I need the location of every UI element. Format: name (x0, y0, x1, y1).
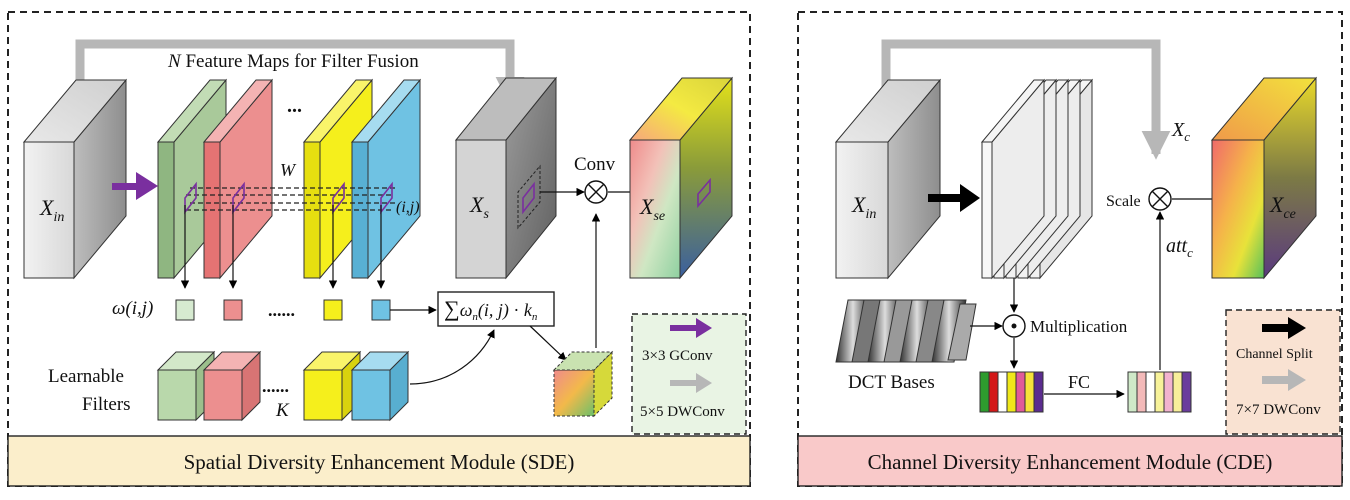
width-label: W (280, 160, 297, 180)
sde-xs-label: Xs (469, 192, 489, 222)
sde-xs-cube: Xs (454, 76, 558, 280)
cde-xin-cube: Xin (834, 78, 942, 280)
filter-blue (350, 350, 410, 422)
omega-label: ω(i,j) (112, 298, 153, 319)
cde-caption: Channel Diversity Enhancement Module (CD… (868, 450, 1273, 474)
sde-xin-cube: Xin (22, 78, 128, 280)
k-label: K (275, 400, 290, 421)
formula-to-kernel-arrow (529, 325, 567, 361)
fc-label: FC (1068, 372, 1090, 392)
split-slices (980, 78, 1094, 280)
scale-operator (1148, 187, 1172, 211)
sde-panel: N Feature Maps for Filter Fusion Xin ... (7, 11, 751, 487)
weight-red (223, 299, 243, 321)
sde-skip-arrow (75, 39, 525, 108)
xc-label: Xc (1171, 119, 1190, 144)
multiplication-label: Multiplication (1030, 317, 1128, 336)
dct-bases-label: DCT Bases (848, 372, 935, 393)
weights-ellipsis: ...... (268, 300, 295, 320)
fusion-formula-box (437, 291, 555, 327)
fused-kernel-cube (552, 350, 614, 418)
weight-green (175, 299, 195, 321)
weight-yellow (323, 299, 343, 321)
filters-ellipsis: ...... (262, 376, 289, 396)
dwconv-legend-arrow (670, 373, 712, 393)
split-legend-arrow (1262, 317, 1306, 339)
filters-to-formula-arrow (409, 329, 495, 385)
conv-label: Conv (574, 154, 616, 175)
filter-red (202, 350, 262, 422)
feature-maps-ellipsis: ... (287, 95, 302, 117)
att-label: attc (1166, 235, 1193, 260)
conv-operator (584, 180, 608, 204)
learnable-label-2: Filters (82, 394, 131, 415)
dct-bases (835, 299, 977, 363)
sde-xin-label: Xin (39, 195, 64, 225)
weight-blue (371, 299, 391, 321)
gconv-legend-label: 3×3 GConv (642, 348, 713, 364)
sde-legend: 3×3 GConv 5×5 DWConv (631, 313, 747, 435)
sde-xse-cube: Xse (628, 76, 734, 280)
cde-panel: Xc Xin (797, 11, 1343, 487)
channel-split-arrow (928, 184, 980, 212)
cde-caption-box (797, 435, 1343, 487)
cde-legend: Channel Split 7×7 DWConv (1225, 309, 1341, 435)
multiplication-operator (1002, 314, 1026, 338)
fusion-label: N Feature Maps for Filter Fusion (167, 51, 419, 72)
position-markers (184, 181, 393, 215)
filter-yellow (302, 350, 362, 422)
sde-gconv-arrow (112, 172, 158, 200)
cde-skip-arrow (881, 39, 1171, 160)
attention-vector (1127, 371, 1192, 413)
dwconv5-legend-label: 5×5 DWConv (640, 404, 725, 420)
gconv-legend-arrow (670, 318, 712, 338)
fusion-formula: ∑ωn(i, j) · kn (444, 296, 538, 323)
position-rays (186, 187, 395, 211)
cde-xce-label: Xce (1269, 192, 1296, 222)
cde-xce-cube: Xce (1210, 76, 1318, 280)
learnable-label-1: Learnable (48, 366, 124, 387)
sde-caption: Spatial Diversity Enhancement Module (SD… (184, 450, 575, 474)
position-ij-label: (i,j) (396, 199, 420, 216)
sde-caption-box (7, 435, 751, 487)
weight-arrows (180, 205, 386, 289)
channel-vector (979, 371, 1044, 413)
split-legend-label: Channel Split (1236, 347, 1313, 362)
dwconv7-legend-label: 7×7 DWConv (1236, 402, 1321, 418)
scale-label: Scale (1106, 193, 1141, 210)
sde-xse-label: Xse (639, 194, 665, 224)
cde-xin-label: Xin (851, 192, 876, 222)
dwconv7-legend-arrow (1262, 369, 1306, 391)
